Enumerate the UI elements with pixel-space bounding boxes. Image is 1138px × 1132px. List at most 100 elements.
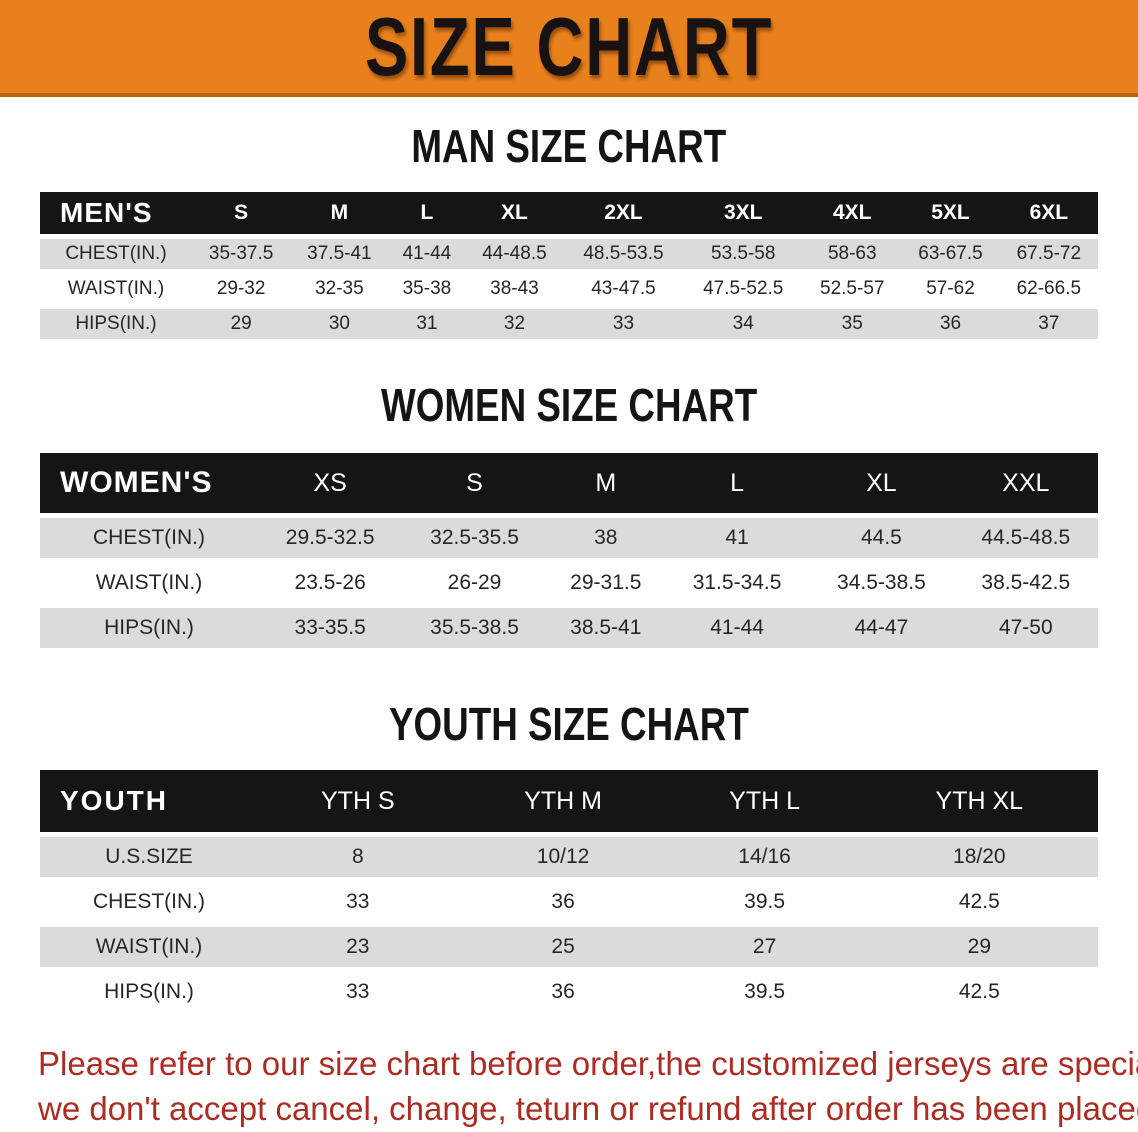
size-value: 41: [664, 518, 810, 558]
size-column-header: XXL: [953, 453, 1098, 513]
size-value: 38-43: [465, 274, 564, 304]
womens-size-table: WOMEN'S XS S M L XL XXL CHEST(IN.) 29.5-32.5 32.5…: [40, 448, 1098, 653]
row-label: WAIST(IN.): [40, 274, 192, 304]
size-column-header: S: [192, 192, 291, 234]
table-corner-label: WOMEN'S: [40, 453, 258, 513]
size-value: 37.5-41: [290, 239, 389, 269]
size-value: 34.5-38.5: [809, 563, 954, 603]
table-corner-label: MEN'S: [40, 192, 192, 234]
table-row: HIPS(IN.) 33-35.5 35.5-38.5 38.5-41 41-44 44-…: [40, 608, 1098, 648]
size-value: 33: [563, 309, 684, 339]
row-label: WAIST(IN.): [40, 563, 258, 603]
size-value: 32: [465, 309, 564, 339]
section-heading-women-text: WOMEN SIZE CHART: [380, 379, 758, 431]
table-row: HIPS(IN.) 29 30 31 32 33 34 35 36 37: [40, 309, 1098, 339]
size-value: 39.5: [668, 882, 861, 922]
section-heading-men-text: MAN SIZE CHART: [411, 120, 727, 172]
size-value: 29: [860, 927, 1098, 967]
size-value: 10/12: [457, 837, 669, 877]
table-header-row: MEN'S S M L XL 2XL 3XL 4XL 5XL 6XL: [40, 192, 1098, 234]
size-value: 38.5-42.5: [953, 563, 1098, 603]
size-column-header: XS: [258, 453, 403, 513]
banner-title: SIZE CHART: [364, 0, 774, 93]
size-value: 29-31.5: [546, 563, 665, 603]
size-value: 35-38: [388, 274, 466, 304]
disclaimer-line-2: we don't accept cancel, change, teturn o…: [38, 1090, 1138, 1127]
section-heading-women: WOMEN SIZE CHART: [0, 382, 1138, 428]
size-column-header: YTH XL: [860, 770, 1098, 832]
size-value: 41-44: [664, 608, 810, 648]
table-row: WAIST(IN.) 23.5-26 26-29 29-31.5 31.5-34.5 34…: [40, 563, 1098, 603]
size-value: 42.5: [860, 972, 1098, 1012]
row-label: HIPS(IN.): [40, 309, 192, 339]
size-value: 35-37.5: [192, 239, 291, 269]
size-column-header: YTH M: [457, 770, 669, 832]
banner: SIZE CHART: [0, 0, 1138, 97]
size-value: 36: [457, 882, 669, 922]
section-heading-men: MAN SIZE CHART: [0, 123, 1138, 169]
size-value: 37: [999, 309, 1098, 339]
size-value: 30: [290, 309, 389, 339]
size-value: 35: [803, 309, 902, 339]
row-label: U.S.SIZE: [40, 837, 258, 877]
row-label: CHEST(IN.): [40, 239, 192, 269]
size-column-header: XL: [809, 453, 954, 513]
size-value: 32-35: [290, 274, 389, 304]
youth-size-table: YOUTH YTH S YTH M YTH L YTH XL U.S.SIZE 8 10/12…: [40, 765, 1098, 1017]
size-value: 63-67.5: [901, 239, 1000, 269]
size-column-header: 3XL: [683, 192, 804, 234]
size-value: 67.5-72: [999, 239, 1098, 269]
row-label: CHEST(IN.): [40, 518, 258, 558]
size-value: 8: [258, 837, 458, 877]
size-value: 36: [901, 309, 1000, 339]
size-value: 31.5-34.5: [664, 563, 810, 603]
size-value: 44-47: [809, 608, 954, 648]
size-value: 47-50: [953, 608, 1098, 648]
section-heading-youth-text: YOUTH SIZE CHART: [389, 698, 749, 750]
size-value: 53.5-58: [683, 239, 804, 269]
size-value: 32.5-35.5: [402, 518, 547, 558]
size-value: 42.5: [860, 882, 1098, 922]
table-header-row: YOUTH YTH S YTH M YTH L YTH XL: [40, 770, 1098, 832]
table-row: CHEST(IN.) 29.5-32.5 32.5-35.5 38 41 44.5 44.5…: [40, 518, 1098, 558]
size-value: 52.5-57: [803, 274, 902, 304]
size-value: 25: [457, 927, 669, 967]
size-value: 47.5-52.5: [683, 274, 804, 304]
size-value: 29.5-32.5: [258, 518, 403, 558]
size-value: 23: [258, 927, 458, 967]
mens-size-table: MEN'S S M L XL 2XL 3XL 4XL 5XL 6XL CHEST(IN.) 35-37…: [40, 187, 1098, 344]
size-value: 35.5-38.5: [402, 608, 547, 648]
table-row: U.S.SIZE 8 10/12 14/16 18/20: [40, 837, 1098, 877]
size-value: 33-35.5: [258, 608, 403, 648]
size-value: 36: [457, 972, 669, 1012]
size-column-header: 4XL: [803, 192, 902, 234]
table-row: CHEST(IN.) 35-37.5 37.5-41 41-44 44-48.5 48.5…: [40, 239, 1098, 269]
size-value: 44.5-48.5: [953, 518, 1098, 558]
size-column-header: 2XL: [563, 192, 684, 234]
row-label: CHEST(IN.): [40, 882, 258, 922]
size-value: 62-66.5: [999, 274, 1098, 304]
size-value: 58-63: [803, 239, 902, 269]
table-row: WAIST(IN.) 23 25 27 29: [40, 927, 1098, 967]
size-value: 26-29: [402, 563, 547, 603]
size-value: 31: [388, 309, 466, 339]
size-value: 44.5: [809, 518, 954, 558]
size-value: 44-48.5: [465, 239, 564, 269]
size-column-header: 5XL: [901, 192, 1000, 234]
size-value: 27: [668, 927, 861, 967]
size-column-header: M: [290, 192, 389, 234]
size-column-header: S: [402, 453, 547, 513]
row-label: HIPS(IN.): [40, 608, 258, 648]
size-value: 43-47.5: [563, 274, 684, 304]
size-value: 29-32: [192, 274, 291, 304]
table-row: HIPS(IN.) 33 36 39.5 42.5: [40, 972, 1098, 1012]
table-row: CHEST(IN.) 33 36 39.5 42.5: [40, 882, 1098, 922]
size-value: 38.5-41: [546, 608, 665, 648]
table-row: WAIST(IN.) 29-32 32-35 35-38 38-43 43-47.5 47.…: [40, 274, 1098, 304]
size-value: 38: [546, 518, 665, 558]
size-value: 41-44: [388, 239, 466, 269]
row-label: HIPS(IN.): [40, 972, 258, 1012]
section-heading-youth: YOUTH SIZE CHART: [0, 701, 1138, 747]
size-column-header: M: [546, 453, 665, 513]
disclaimer: Please refer to our size chart before or…: [38, 1041, 1138, 1131]
